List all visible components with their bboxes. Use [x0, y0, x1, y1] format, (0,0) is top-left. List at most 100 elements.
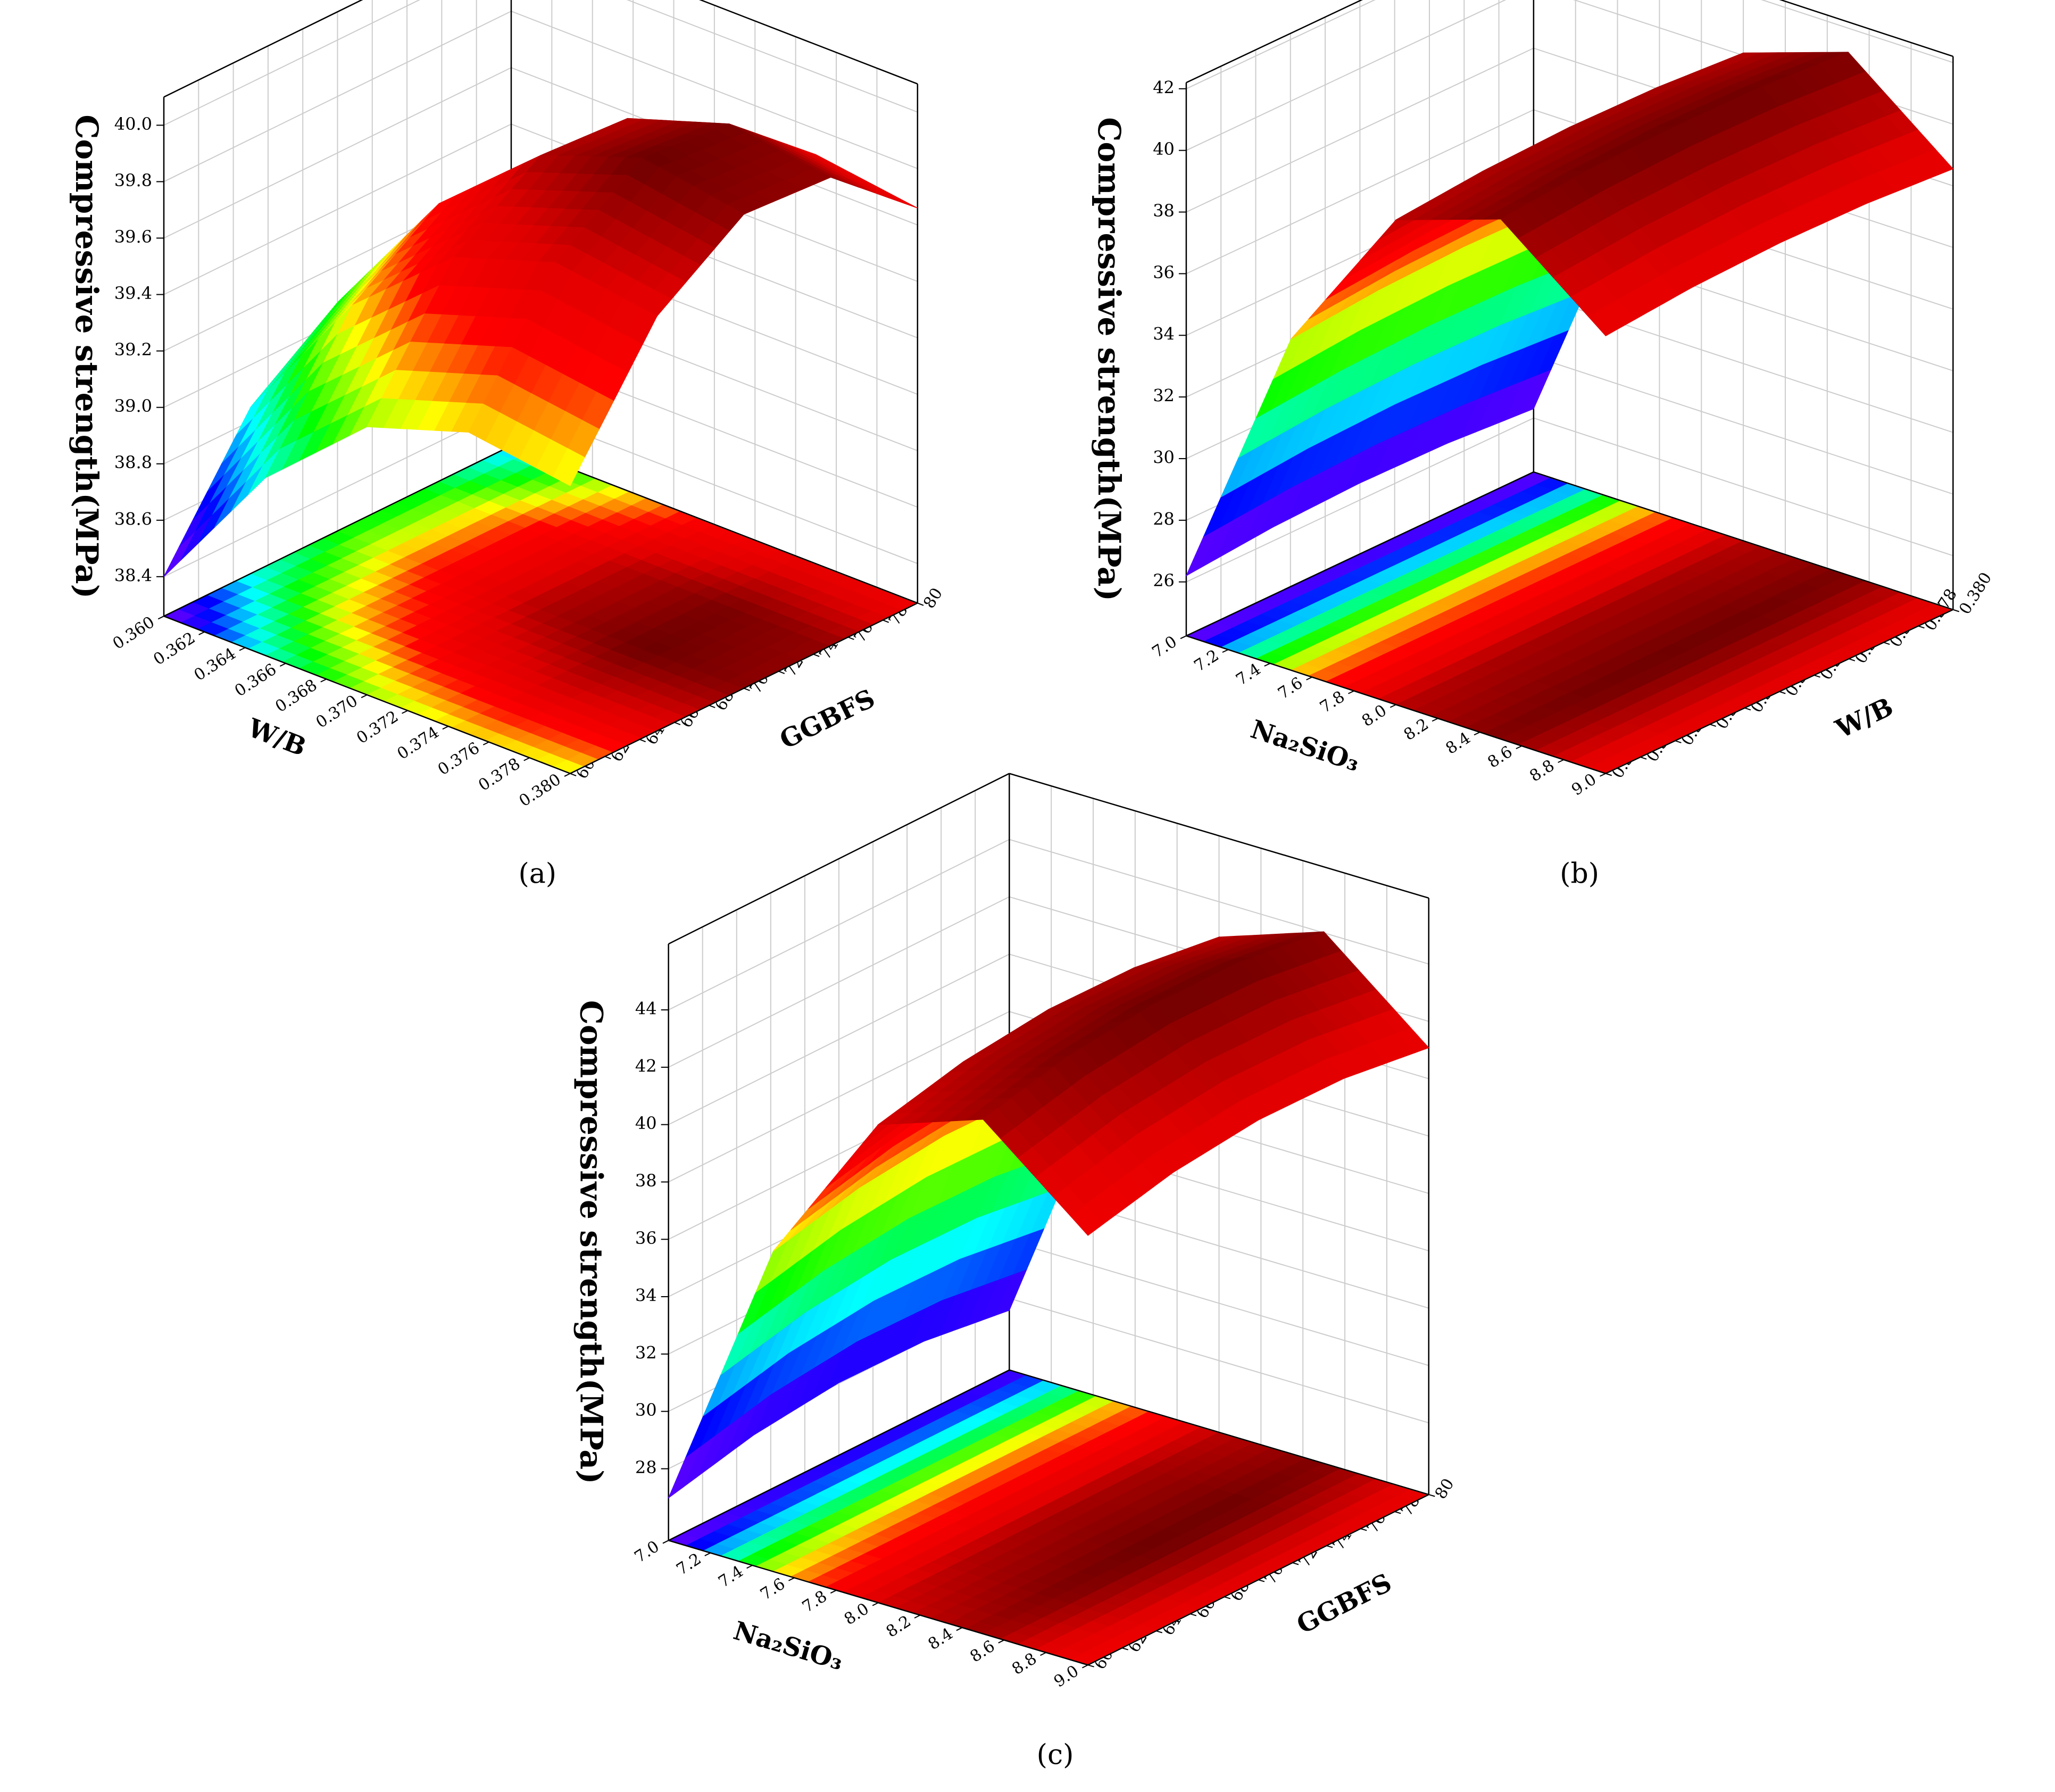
z-tick-label: 40.0 [114, 114, 152, 134]
tick-mark [662, 1540, 669, 1544]
z-axis-title: Compressive strength(MPa) [69, 114, 105, 599]
tick-mark [239, 647, 246, 651]
x-tick-label: 0.362 [150, 628, 198, 669]
tick-mark [361, 694, 368, 699]
x-tick-label: 8.4 [1443, 729, 1474, 758]
tick-mark [914, 1614, 921, 1619]
tick-mark [1326, 1545, 1333, 1548]
x-tick-label: 7.8 [799, 1587, 830, 1616]
tick-mark [279, 662, 286, 667]
tick-mark [1918, 625, 1925, 629]
y-axis-title: W/B [1831, 692, 1898, 744]
tick-mark [1224, 1596, 1231, 1599]
z-tick-label: 30 [1153, 447, 1175, 467]
z-tick-label: 44 [635, 999, 657, 1019]
x-tick-label: 8.8 [1526, 756, 1558, 785]
x-tick-label: 7.0 [631, 1537, 663, 1566]
z-tick-label: 42 [635, 1056, 657, 1076]
tick-mark [1813, 675, 1820, 678]
tick-mark [1779, 691, 1786, 694]
tick-mark [830, 1589, 837, 1594]
x-tick-label: 7.4 [1233, 660, 1264, 689]
x-tick-label: 7.2 [673, 1550, 704, 1579]
tick-mark [847, 636, 854, 640]
tick-mark [1432, 718, 1438, 722]
tick-mark [1087, 1664, 1094, 1667]
tick-mark [709, 704, 715, 708]
tick-mark [743, 687, 750, 691]
tick-mark [1180, 635, 1187, 640]
x-tick-label: 7.8 [1317, 687, 1348, 717]
tick-mark [1155, 1630, 1163, 1633]
x-tick-label: 0.378 [475, 754, 523, 795]
axis-line [163, 445, 512, 617]
tick-mark [813, 653, 820, 657]
z-tick-label: 36 [635, 1228, 657, 1248]
tick-mark [1428, 1494, 1435, 1497]
x-tick-label: 9.0 [1051, 1662, 1082, 1691]
z-tick-label: 39.0 [114, 396, 152, 416]
tick-mark [674, 721, 681, 725]
z-tick-label: 40 [1153, 139, 1175, 159]
x-tick-label: 8.6 [967, 1637, 998, 1666]
tick-mark [1292, 1562, 1299, 1565]
axis-line [511, 445, 918, 604]
panel-label: (b) [1560, 858, 1599, 890]
y-tick-label: 80 [1432, 1475, 1458, 1503]
panel-label: (c) [1037, 1739, 1074, 1771]
tick-mark [570, 773, 577, 777]
y-tick-label: 0.380 [1956, 569, 1995, 618]
z-tick-label: 26 [1153, 570, 1175, 591]
tick-mark [1883, 642, 1890, 645]
grid-line [1760, 0, 1953, 63]
z-tick-label: 34 [635, 1285, 657, 1306]
axis-line [1186, 0, 1363, 84]
x-tick-label: 0.372 [353, 707, 402, 748]
y-tick-label: 80 [920, 585, 946, 612]
tick-mark [320, 678, 327, 683]
z-tick-label: 32 [1153, 386, 1175, 406]
z-tick-label: 38 [1153, 201, 1175, 221]
y-axis-title: GGBFS [775, 684, 879, 756]
x-axis-title: W/B [243, 713, 310, 762]
x-tick-label: 8.2 [883, 1612, 914, 1641]
tick-mark [1258, 1579, 1265, 1582]
tick-mark [1516, 745, 1522, 750]
tick-mark [1600, 773, 1606, 777]
tick-mark [883, 619, 889, 623]
axis-line [668, 1540, 1088, 1666]
axis-line [1087, 1494, 1429, 1666]
x-tick-label: 8.2 [1401, 715, 1432, 744]
tick-mark [604, 756, 611, 759]
tick-mark [788, 1577, 795, 1581]
x-tick-label: 0.376 [435, 739, 483, 779]
x-tick-label: 8.0 [841, 1599, 872, 1629]
z-tick-label: 39.4 [114, 283, 152, 303]
axis-line [1009, 773, 1429, 899]
tick-mark [917, 602, 924, 606]
tick-mark [564, 773, 571, 777]
tick-mark [704, 1552, 711, 1556]
x-tick-label: 0.368 [272, 676, 320, 716]
tick-mark [1849, 658, 1856, 661]
x-tick-label: 7.0 [1149, 632, 1180, 661]
x-axis-title: Na₂SiO₃ [730, 1616, 846, 1677]
axis-line [163, 0, 363, 98]
z-tick-label: 39.2 [114, 339, 152, 360]
x-tick-label: 9.0 [1568, 770, 1600, 799]
z-axis-title: Compressive strength(MPa) [573, 1000, 610, 1484]
z-tick-label: 38.4 [114, 565, 152, 585]
x-tick-label: 8.4 [925, 1624, 956, 1654]
panel-label: (a) [518, 858, 556, 890]
z-tick-label: 28 [1153, 509, 1175, 529]
tick-mark [1348, 690, 1354, 694]
x-tick-label: 0.366 [231, 660, 280, 701]
tick-mark [1675, 740, 1682, 743]
axis-line [163, 615, 571, 774]
tick-mark [1081, 1664, 1088, 1669]
tick-mark [1640, 757, 1647, 760]
z-tick-label: 38.6 [114, 509, 152, 529]
x-tick-label: 0.364 [191, 644, 239, 685]
